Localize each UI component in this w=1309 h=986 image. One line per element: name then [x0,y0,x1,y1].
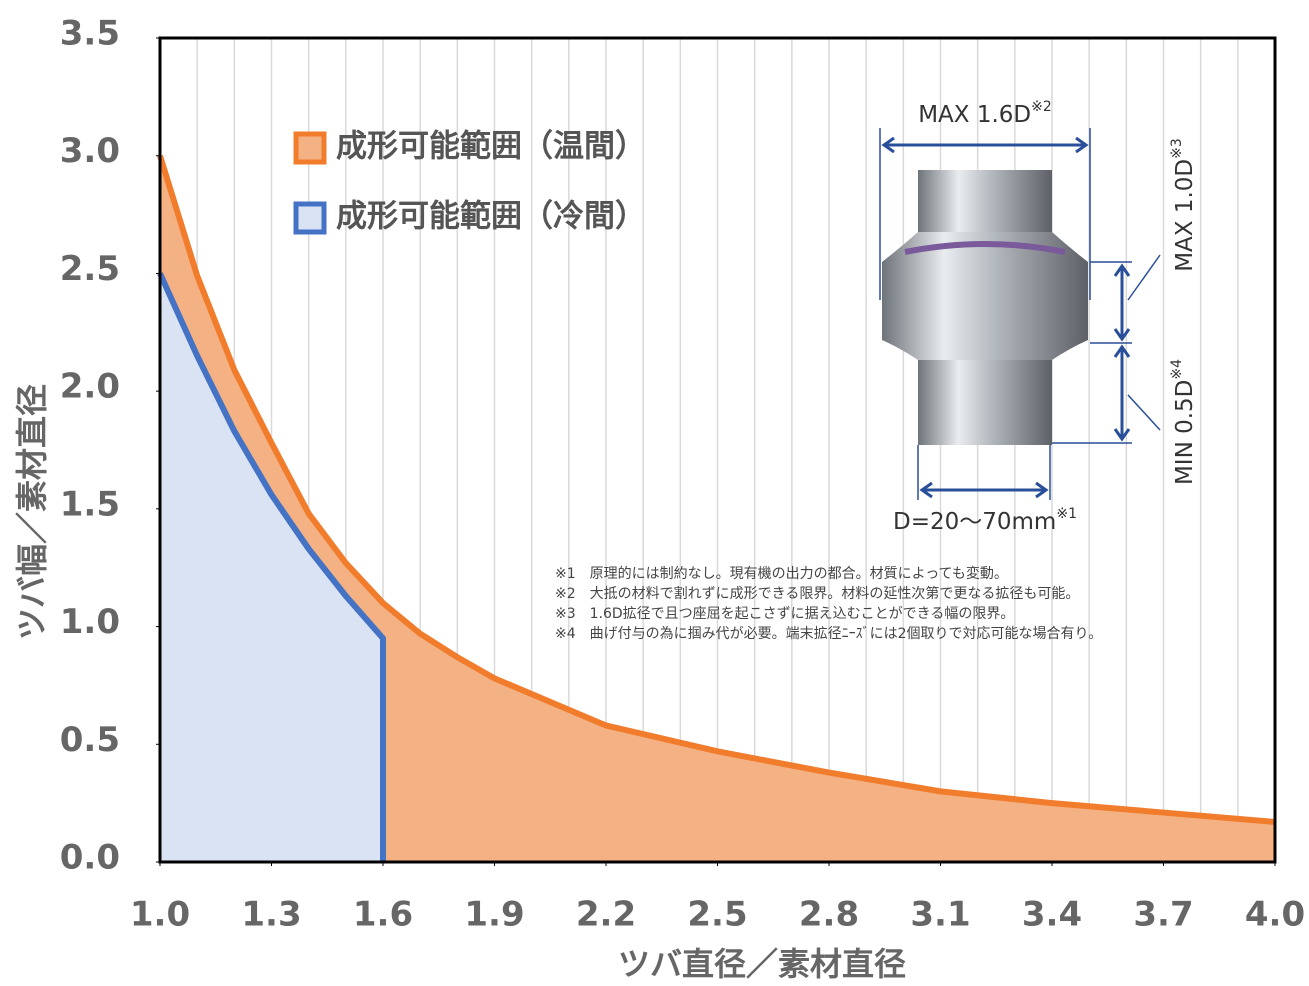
x-tick-label: 2.8 [799,895,859,935]
chart: ツバ直径／素材直径 ツバ幅／素材直径 MAX 1.6D※2MAX 1.0D※3M… [0,0,1309,986]
legend-label: 成形可能範囲（冷間） [336,199,646,235]
dimension-text: MIN 0.5D [1172,380,1198,485]
x-tick-label: 3.1 [910,895,970,935]
x-tick-label: 3.4 [1022,895,1082,935]
leader [1128,395,1160,430]
part-illustration [880,128,1160,500]
dimension-text: MAX 1.6D [918,102,1031,128]
x-tick-label: 1.6 [353,895,413,935]
legend-swatch [296,204,324,232]
footnote: ※1 原理的には制約なし。現有機の出力の都合。材質によっても変動。 [555,565,1008,582]
legend-swatch [296,134,324,162]
y-tick-label: 3.5 [60,14,120,54]
y-tick-label: 0.0 [60,838,120,878]
x-tick-label: 1.0 [130,895,190,935]
footnote: ※4 曲げ付与の為に掴み代が必要。端末拡径ﾆｰｽﾞには2個取りで対応可能な場合有… [555,626,1102,642]
x-tick-label: 1.3 [241,895,301,935]
x-tick-label: 2.5 [687,895,747,935]
x-tick-label: 2.2 [576,895,636,935]
legend-label: 成形可能範囲（温間） [336,129,646,165]
x-tick-label: 3.7 [1133,895,1193,935]
leader [1128,255,1160,300]
dimension-label: MIN 0.5D※4 [1169,359,1198,485]
dimension-ref: ※2 [1031,99,1052,115]
dimension-ref: ※3 [1169,138,1185,159]
y-tick-label: 3.0 [60,131,120,171]
dimension-ref: ※4 [1169,359,1185,380]
dimension-text: D=20〜70mm [893,509,1056,535]
y-axis-title: ツバ幅／素材直径 [13,384,51,640]
dimension-label: MAX 1.6D※2 [918,99,1052,128]
y-tick-label: 1.5 [60,484,120,524]
y-tick-label: 0.5 [60,720,120,760]
x-tick-label: 4.0 [1245,895,1305,935]
dimension-ref: ※1 [1056,506,1077,522]
y-tick-label: 1.0 [60,602,120,642]
x-axis-title: ツバ直径／素材直径 [618,945,906,983]
dim-arrow [884,138,1086,152]
footnote: ※3 1.6D拡径で且つ座屈を起こさずに据え込むことができる幅の限界。 [555,606,1014,622]
footnote: ※2 大抵の材料で割れずに成形できる限界。材料の延性次第で更なる拡径も可能。 [555,585,1079,602]
y-tick-label: 2.0 [60,367,120,407]
dimension-label: D=20〜70mm※1 [893,506,1077,535]
dimension-label: MAX 1.0D※3 [1169,138,1198,272]
y-tick-label: 2.5 [60,249,120,289]
x-tick-label: 1.9 [464,895,524,935]
dimension-text: MAX 1.0D [1172,159,1198,272]
